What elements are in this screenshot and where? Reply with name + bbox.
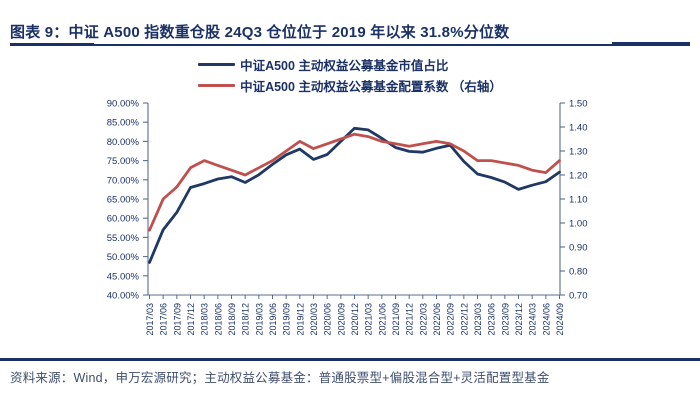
x-tick-label: 2022/03: [418, 303, 428, 336]
footer-rule: [0, 358, 700, 361]
x-tick-label: 2017/12: [186, 303, 196, 336]
y-left-tick-label: 60.00%: [107, 214, 140, 225]
legend-line-blue-icon: [198, 62, 236, 67]
x-tick-label: 2019/09: [282, 303, 292, 336]
y-left-tick-label: 90.00%: [107, 99, 140, 110]
y-right-tick-label: 1.50: [569, 99, 588, 110]
x-tick-label: 2019/06: [268, 303, 278, 336]
x-tick-label: 2022/09: [446, 303, 456, 336]
x-tick-label: 2017/03: [145, 303, 155, 336]
y-left-tick-label: 50.00%: [107, 252, 140, 263]
x-tick-label: 2020/12: [350, 303, 360, 336]
x-tick-label: 2021/03: [364, 303, 374, 336]
title-rule-right-segment: [612, 42, 690, 46]
x-axis: 2017/03 2017/06 2017/09 2017/12 2018/03 2018/…: [145, 295, 565, 336]
x-tick-label: 2019/12: [295, 303, 305, 336]
series-line-1: [148, 132, 561, 232]
x-tick-label: 2021/06: [377, 303, 387, 336]
y-left-tick-label: 75.00%: [107, 156, 140, 167]
x-tick-label: 2017/06: [159, 303, 169, 336]
x-tick-label: 2018/03: [200, 303, 210, 336]
x-tick-label: 2020/09: [336, 303, 346, 336]
x-tick-label: 2023/12: [514, 303, 524, 336]
figure-title: 图表 9：中证 A500 指数重仓股 24Q3 仓位位于 2019 年以来 31…: [10, 24, 510, 41]
y-right-tick-label: 0.90: [569, 243, 588, 254]
title-rule-left-segment: [10, 43, 94, 46]
y-right-tick-label: 0.80: [569, 267, 588, 278]
y-axis-right: 1.50 1.40 1.30 1.20 1.10 1.00 0.90 0.80 0.70: [560, 99, 588, 302]
y-axis-left: 90.00% 85.00% 80.00% 75.00% 70.00% 65.00% 60.0…: [107, 99, 148, 302]
y-right-tick-label: 1.30: [569, 147, 588, 158]
y-right-tick-label: 1.10: [569, 195, 588, 206]
y-left-tick-label: 55.00%: [107, 233, 140, 244]
y-left-tick-label: 85.00%: [107, 118, 140, 129]
x-tick-label: 2022/06: [432, 303, 442, 336]
y-left-tick-label: 70.00%: [107, 175, 140, 186]
y-right-tick-label: 1.00: [569, 219, 588, 230]
x-tick-label: 2017/09: [172, 303, 182, 336]
x-tick-label: 2021/12: [405, 303, 415, 336]
legend-label: 中证A500 主动权益公募基金市值占比: [240, 59, 449, 73]
y-left-tick-label: 65.00%: [107, 195, 140, 206]
series-line-0: [148, 126, 561, 264]
x-tick-label: 2019/03: [254, 303, 264, 336]
x-tick-label: 2023/03: [473, 303, 483, 336]
x-tick-label: 2024/06: [541, 303, 551, 336]
y-left-tick-label: 80.00%: [107, 137, 140, 148]
y-left-tick-label: 45.00%: [107, 271, 140, 282]
axes: [147, 103, 561, 296]
legend-item-market-value-share: 中证A500 主动权益公募基金市值占比: [198, 56, 502, 73]
x-tick-label: 2020/06: [323, 303, 333, 336]
legend-line-red-icon: [198, 83, 236, 88]
y-right-tick-label: 1.20: [569, 171, 588, 182]
legend-item-allocation-coefficient: 中证A500 主动权益公募基金配置系数 （右轴）: [198, 77, 502, 94]
x-tick-label: 2020/03: [309, 303, 319, 336]
y-right-tick-label: 0.70: [569, 291, 588, 302]
x-tick-label: 2024/03: [528, 303, 538, 336]
x-tick-label: 2018/09: [227, 303, 237, 336]
title-rule: [10, 44, 690, 46]
x-tick-label: 2024/09: [555, 303, 565, 336]
source-note: 资料来源：Wind，申万宏源研究；主动权益公募基金：普通股票型+偏股混合型+灵活…: [10, 371, 550, 385]
x-tick-label: 2022/12: [459, 303, 469, 336]
chart-legend: 中证A500 主动权益公募基金市值占比 中证A500 主动权益公募基金配置系数 …: [0, 56, 700, 94]
x-tick-label: 2018/12: [241, 303, 251, 336]
y-right-tick-label: 1.40: [569, 123, 588, 134]
x-tick-label: 2018/06: [213, 303, 223, 336]
legend-label: 中证A500 主动权益公募基金配置系数 （右轴）: [240, 80, 502, 94]
x-tick-label: 2021/09: [391, 303, 401, 336]
x-tick-label: 2023/09: [500, 303, 510, 336]
y-left-tick-label: 40.00%: [107, 291, 140, 302]
x-tick-label: 2023/06: [487, 303, 497, 336]
